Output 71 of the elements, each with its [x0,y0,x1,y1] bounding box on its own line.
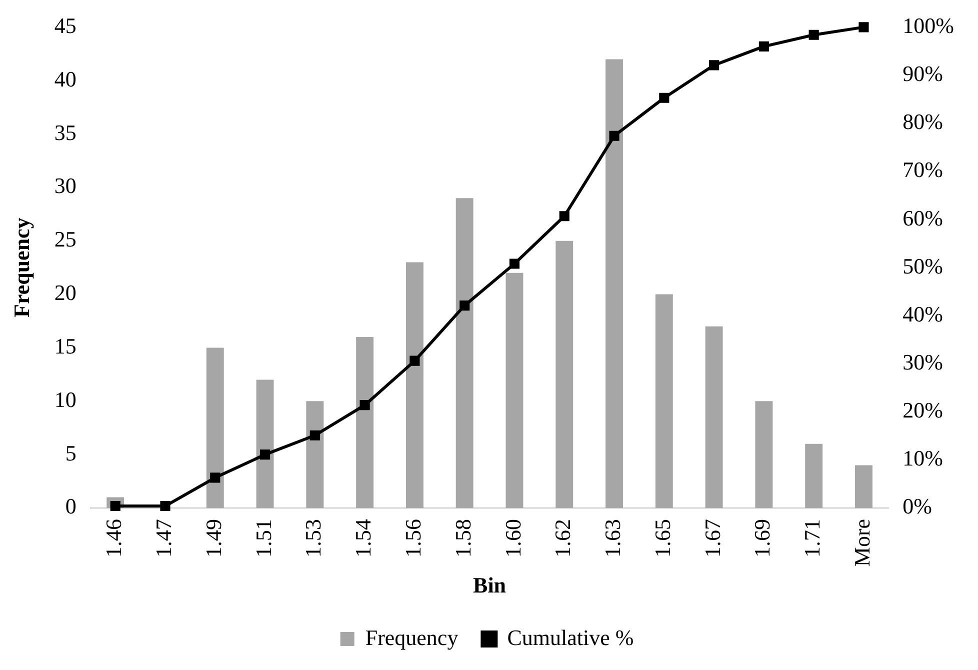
y2-tick-label: 30% [902,350,943,375]
x-tick-label: 1.56 [400,518,426,558]
x-tick-label: 1.60 [500,518,526,558]
y2-tick-label: 60% [902,205,943,230]
y-tick-label: 35 [54,120,76,145]
point [260,450,270,460]
y-tick-label: 10 [54,386,76,412]
point [559,211,570,222]
bar [206,348,224,508]
bar [556,240,574,508]
x-tick-label: 1.47 [151,518,176,558]
y2-tick-label: 10% [902,446,943,471]
bar [606,59,623,508]
x-tick-label: 1.58 [450,518,476,558]
y2-tick-label: 20% [902,398,943,423]
point [410,356,420,366]
x-tick-label: 1.69 [750,518,775,558]
x-tick-label: 1.53 [300,518,326,558]
x-tick-label: 1.63 [600,518,626,558]
point [509,258,520,269]
y-axis-title: Frequency [8,218,34,318]
x-tick-label: 1.46 [101,518,126,558]
y-tick-label: 45 [54,12,76,38]
y2-tick-label: 90% [902,61,943,86]
x-tick-label: 1.49 [200,518,226,558]
x-tick-label: 1.62 [550,518,576,558]
bar [456,198,474,508]
point [310,430,320,440]
y2-tick-label: 40% [902,301,943,326]
y-tick-label: 30 [54,173,76,198]
bar [306,401,324,508]
y2-tick-label: 0% [902,494,932,519]
x-axis-title: Bin [473,572,506,598]
y-tick-label: 5 [65,440,76,466]
y2-tick-label: 70% [902,157,943,182]
point [210,472,220,483]
y2-tick-label: 80% [902,109,943,134]
point [858,22,869,32]
bar [256,380,274,508]
point [659,92,670,103]
y2-tick-label: 100% [902,12,954,38]
legend-label: Cumulative % [507,624,634,650]
point [460,300,470,311]
y-tick-label: 0 [65,494,76,519]
point [360,400,370,410]
bar [854,465,872,508]
y-tick-label: 25 [54,226,76,252]
point [758,41,769,52]
x-tick-label: 1.67 [700,518,725,558]
bar [655,294,673,508]
x-tick-label: 1.65 [650,518,675,558]
bar [755,401,773,508]
bar [705,326,723,508]
y2-tick-label: 50% [902,253,943,278]
bar [406,262,424,508]
point [160,500,170,512]
bar [805,444,823,508]
x-tick-label: 1.51 [250,518,276,558]
bar [506,272,524,508]
x-tick-label: 1.71 [800,518,825,558]
y-tick-label: 40 [54,66,76,92]
x-tick-label: More [850,518,875,567]
point [110,500,120,512]
bar [356,337,374,508]
y-tick-label: 20 [54,280,76,306]
point [609,130,620,141]
legend-label: Frequency [365,624,458,650]
point [709,60,720,70]
x-tick-label: 1.54 [350,518,376,558]
point [808,30,819,40]
y-tick-label: 15 [54,333,76,358]
